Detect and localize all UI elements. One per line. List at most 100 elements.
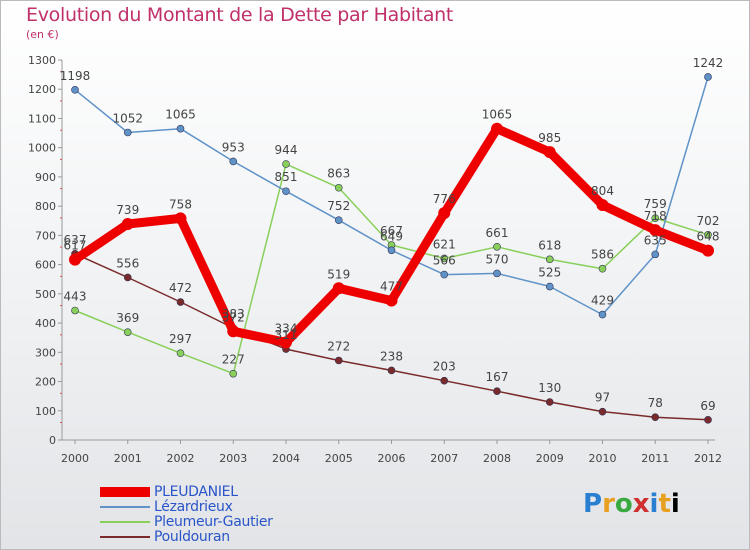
data-label: 429 bbox=[591, 294, 614, 308]
data-label: 863 bbox=[327, 167, 350, 181]
data-point bbox=[543, 146, 556, 159]
y-tick-label: 1000 bbox=[28, 142, 56, 155]
data-point bbox=[332, 282, 345, 295]
data-point bbox=[176, 349, 185, 357]
x-tick-label: 2004 bbox=[272, 452, 300, 465]
data-point bbox=[493, 269, 501, 278]
data-point bbox=[229, 157, 238, 166]
data-label: 635 bbox=[644, 233, 667, 247]
legend: PLEUDANIEL Lézardrieux Pleumeur-Gautier … bbox=[100, 484, 273, 545]
data-label: 297 bbox=[169, 332, 192, 346]
data-label: 167 bbox=[486, 370, 509, 384]
data-label: 804 bbox=[591, 184, 614, 198]
data-label: 383 bbox=[222, 307, 245, 321]
data-label: 334 bbox=[275, 321, 298, 335]
chart-subtitle: (en €) bbox=[26, 28, 59, 41]
x-tick-label: 2009 bbox=[536, 452, 564, 465]
data-point bbox=[123, 328, 132, 336]
data-point bbox=[598, 407, 607, 416]
legend-item-lezardrieux: Lézardrieux bbox=[100, 498, 273, 515]
data-label: 718 bbox=[644, 209, 667, 223]
data-label: 758 bbox=[169, 197, 192, 211]
data-point bbox=[491, 122, 503, 135]
data-label: 570 bbox=[486, 252, 509, 266]
data-point bbox=[598, 264, 607, 273]
data-label: 739 bbox=[116, 203, 139, 217]
data-point bbox=[387, 366, 396, 375]
data-label: 953 bbox=[222, 140, 245, 154]
data-point bbox=[651, 250, 660, 259]
data-point bbox=[227, 325, 240, 338]
y-tick-label: 400 bbox=[35, 317, 56, 330]
legend-label: Pouldouran bbox=[154, 528, 230, 545]
x-tick-label: 2008 bbox=[483, 452, 511, 465]
data-label: 525 bbox=[538, 266, 561, 280]
x-tick-label: 2007 bbox=[430, 452, 458, 465]
y-tick-label: 900 bbox=[35, 171, 56, 184]
data-point bbox=[598, 310, 607, 319]
data-point bbox=[282, 187, 290, 196]
x-tick-label: 2006 bbox=[378, 452, 406, 465]
x-tick-label: 2001 bbox=[114, 452, 142, 465]
legend-label: Lézardrieux bbox=[154, 498, 233, 515]
data-point bbox=[440, 270, 449, 279]
data-point bbox=[176, 298, 185, 306]
y-tick-label: 1100 bbox=[28, 112, 56, 125]
data-label: 130 bbox=[538, 381, 561, 395]
data-point bbox=[229, 369, 238, 378]
data-point bbox=[702, 244, 714, 257]
y-tick-label: 200 bbox=[35, 376, 56, 389]
data-point bbox=[71, 86, 79, 94]
y-tick-label: 1200 bbox=[28, 83, 56, 96]
data-point bbox=[385, 294, 398, 307]
data-label: 944 bbox=[275, 143, 298, 157]
data-point bbox=[334, 216, 343, 224]
data-point bbox=[387, 246, 396, 255]
data-point bbox=[282, 160, 290, 168]
data-point bbox=[123, 128, 132, 137]
data-point bbox=[493, 242, 501, 251]
data-label: 519 bbox=[327, 267, 350, 281]
legend-label: Pleumeur-Gautier bbox=[154, 513, 273, 530]
data-label: 477 bbox=[380, 280, 403, 294]
data-label: 1065 bbox=[482, 108, 513, 122]
data-label: 752 bbox=[327, 199, 350, 213]
data-label: 238 bbox=[380, 349, 403, 363]
data-label: 985 bbox=[538, 131, 561, 145]
data-label: 661 bbox=[486, 226, 509, 240]
data-point bbox=[704, 416, 712, 424]
data-label: 556 bbox=[116, 256, 139, 270]
x-tick-label: 2011 bbox=[641, 452, 669, 465]
data-label: 648 bbox=[697, 230, 720, 244]
data-point bbox=[334, 356, 343, 365]
data-label: 759 bbox=[644, 197, 667, 211]
data-point bbox=[123, 273, 132, 282]
data-label: 78 bbox=[648, 396, 663, 410]
data-label: 621 bbox=[433, 237, 456, 251]
data-point bbox=[704, 73, 712, 81]
data-label: 443 bbox=[64, 290, 87, 304]
legend-swatch bbox=[100, 535, 150, 538]
data-point bbox=[174, 212, 187, 225]
data-point bbox=[438, 207, 451, 220]
data-label: 1052 bbox=[112, 111, 143, 125]
proxiti-logo: Proxiti bbox=[583, 489, 680, 519]
x-tick-label: 2010 bbox=[589, 452, 617, 465]
data-label: 1242 bbox=[693, 56, 724, 70]
data-point bbox=[280, 336, 292, 349]
data-point bbox=[545, 255, 554, 264]
data-label: 97 bbox=[595, 391, 610, 405]
data-label: 566 bbox=[433, 254, 456, 268]
data-label: 372 bbox=[222, 310, 245, 324]
data-label: 369 bbox=[116, 311, 139, 325]
data-point bbox=[69, 253, 81, 266]
x-tick-label: 2012 bbox=[694, 452, 722, 465]
data-point bbox=[545, 398, 554, 406]
y-tick-label: 800 bbox=[35, 200, 56, 213]
y-tick-label: 100 bbox=[35, 405, 56, 418]
legend-swatch bbox=[100, 486, 150, 497]
y-tick-label: 1300 bbox=[28, 54, 56, 67]
legend-swatch bbox=[100, 520, 150, 523]
data-label: 311 bbox=[275, 328, 298, 342]
